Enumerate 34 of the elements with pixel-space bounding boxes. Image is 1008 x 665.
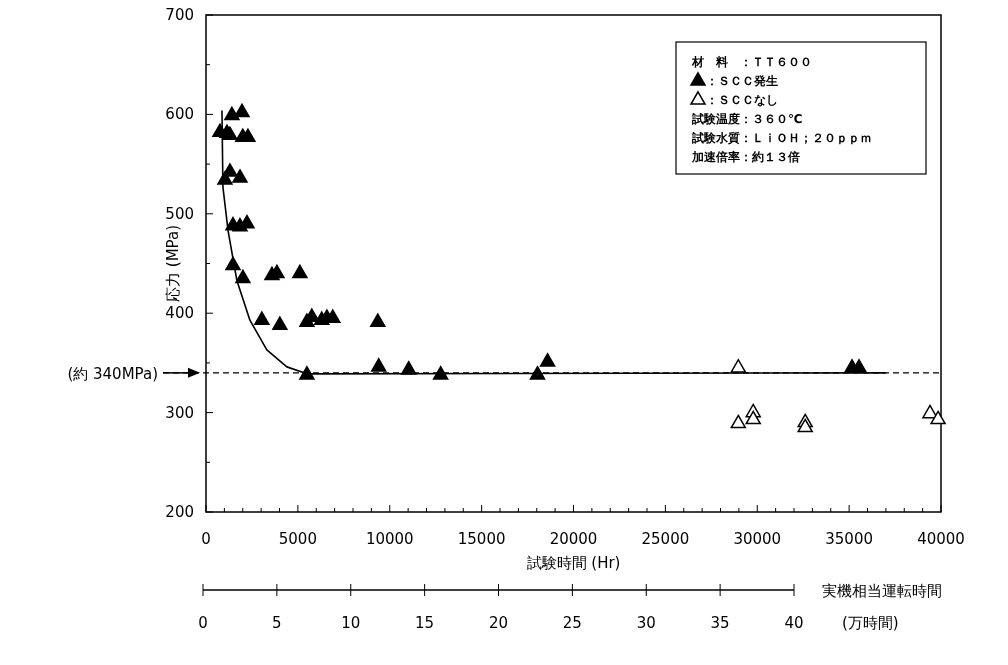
y-tick-label: 300 bbox=[165, 403, 194, 422]
y-tick-label: 600 bbox=[165, 105, 194, 124]
x-tick-label: 25000 bbox=[641, 530, 690, 548]
x2-axis-title: 実機相当運転時間 (万時間) bbox=[822, 582, 942, 632]
x-axis-title: 試験時間 (Hr) bbox=[526, 554, 621, 572]
x2-tick-label: 10 bbox=[341, 614, 361, 632]
annotation: 試験水質：ＬｉＯＨ；２０ｐｐｍ bbox=[691, 131, 872, 145]
legend-title: 材 料 ：ＴＴ６００ bbox=[691, 55, 812, 69]
x2-tick-label: 25 bbox=[562, 614, 582, 632]
x-tick-label: 20000 bbox=[549, 530, 598, 548]
ref-line-label: (約 340MPa) bbox=[67, 364, 158, 383]
annotation: 試験温度：３６０℃ bbox=[691, 112, 803, 126]
y-tick-label: 500 bbox=[165, 204, 194, 223]
x-tick-label: 35000 bbox=[825, 530, 873, 548]
y-axis-title: 応力 (MPa) bbox=[164, 225, 182, 302]
x-tick-label: 5000 bbox=[278, 530, 317, 548]
x2-tick-label: 30 bbox=[636, 614, 656, 632]
x2-tick-label: 40 bbox=[784, 614, 804, 632]
x-tick-label: 30000 bbox=[733, 530, 782, 548]
y-tick-label: 700 bbox=[165, 6, 194, 24]
x2-tick-label: 20 bbox=[488, 614, 509, 632]
legend-label: ：ＳＣＣなし bbox=[706, 93, 778, 107]
x2-tick-label: 5 bbox=[272, 614, 282, 632]
x2-tick-label: 35 bbox=[710, 614, 730, 632]
annotation: 加速倍率：約１３倍 bbox=[691, 150, 800, 164]
x-tick-label: 10000 bbox=[365, 530, 414, 548]
legend-label: ：ＳＣＣ発生 bbox=[706, 74, 778, 88]
x-tick-label: 15000 bbox=[457, 530, 506, 548]
x-tick-label: 0 bbox=[201, 530, 211, 548]
y-tick-label: 400 bbox=[165, 304, 194, 323]
y-tick-label: 200 bbox=[165, 503, 194, 521]
x-tick-label: 40000 bbox=[917, 530, 965, 548]
x2-tick-label: 0 bbox=[198, 614, 208, 632]
x2-tick-label: 15 bbox=[415, 614, 435, 632]
